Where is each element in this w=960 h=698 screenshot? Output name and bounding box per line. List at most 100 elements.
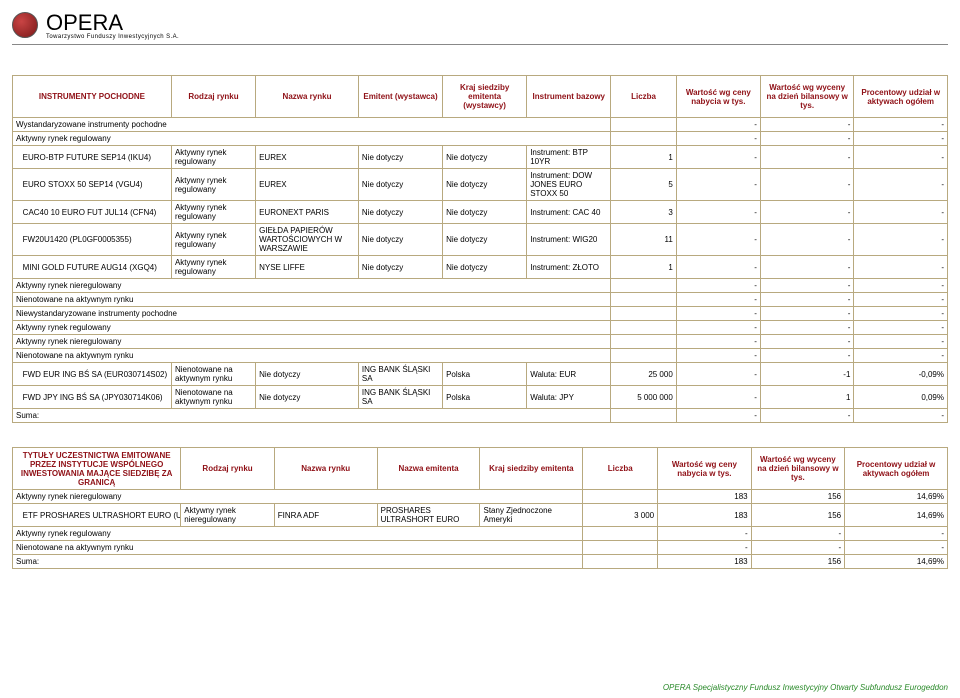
cell: 5	[611, 169, 676, 201]
column-header: Instrument bazowy	[527, 76, 611, 118]
cell: EURONEXT PARIS	[256, 201, 359, 224]
cell: Aktywny rynek regulowany	[171, 201, 255, 224]
cell: GIEŁDA PAPIERÓW WARTOŚCIOWYCH W WARSZAWI…	[256, 224, 359, 256]
cell: Instrument: CAC 40	[527, 201, 611, 224]
cell: EURO-BTP FUTURE SEP14 (IKU4)	[13, 146, 172, 169]
cell: -	[676, 321, 760, 335]
table-row: Suma:---	[13, 409, 948, 423]
cell	[611, 307, 676, 321]
cell: ING BANK ŚLĄSKI SA	[358, 363, 442, 386]
table-row: Aktywny rynek nieregulowany18315614,69%	[13, 490, 948, 504]
cell	[583, 490, 658, 504]
cell: -	[676, 279, 760, 293]
row-label: Nienotowane na aktywnym rynku	[13, 349, 611, 363]
cell: CAC40 10 EURO FUT JUL14 (CFN4)	[13, 201, 172, 224]
cell: Nie dotyczy	[358, 146, 442, 169]
table-row: ETF PROSHARES ULTRASHORT EURO (US74347W8…	[13, 504, 948, 527]
cell: Nienotowane na aktywnym rynku	[171, 363, 255, 386]
table-row: FW20U1420 (PL0GF0005355)Aktywny rynek re…	[13, 224, 948, 256]
cell: -	[854, 293, 948, 307]
cell: Aktywny rynek regulowany	[171, 224, 255, 256]
cell: -	[760, 409, 854, 423]
cell: Nie dotyczy	[358, 201, 442, 224]
instruments-table: INSTRUMENTY POCHODNERodzaj rynkuNazwa ry…	[12, 75, 948, 423]
table-row: Nienotowane na aktywnym rynku---	[13, 293, 948, 307]
cell: Aktywny rynek regulowany	[171, 256, 255, 279]
table-row: Suma:18315614,69%	[13, 555, 948, 569]
column-header: Wartość wg ceny nabycia w tys.	[676, 76, 760, 118]
cell: -	[658, 527, 752, 541]
cell	[583, 555, 658, 569]
cell	[611, 132, 676, 146]
cell: -	[854, 201, 948, 224]
cell	[611, 321, 676, 335]
cell: FINRA ADF	[274, 504, 377, 527]
logo-divider	[12, 44, 948, 45]
row-label: Aktywny rynek regulowany	[13, 527, 583, 541]
cell: -	[760, 169, 854, 201]
cell: -	[854, 409, 948, 423]
cell: 183	[658, 504, 752, 527]
cell: 1	[760, 386, 854, 409]
cell: -	[676, 132, 760, 146]
cell: -	[760, 307, 854, 321]
cell: 25 000	[611, 363, 676, 386]
cell: -	[676, 335, 760, 349]
cell	[583, 527, 658, 541]
cell: Polska	[443, 363, 527, 386]
cell: -	[854, 224, 948, 256]
row-label: Wystandaryzowane instrumenty pochodne	[13, 118, 611, 132]
cell: -	[854, 349, 948, 363]
column-header: Wartość wg wyceny na dzień bilansowy w t…	[751, 448, 845, 490]
cell: 11	[611, 224, 676, 256]
cell: 5 000 000	[611, 386, 676, 409]
column-header: Nazwa emitenta	[377, 448, 480, 490]
cell: Nienotowane na aktywnym rynku	[171, 386, 255, 409]
cell: Instrument: DOW JONES EURO STOXX 50	[527, 169, 611, 201]
cell: 14,69%	[845, 504, 948, 527]
logo-name: OPERA	[46, 10, 179, 36]
cell: MINI GOLD FUTURE AUG14 (XGQ4)	[13, 256, 172, 279]
cell: 156	[751, 504, 845, 527]
table-row: Aktywny rynek nieregulowany---	[13, 335, 948, 349]
column-header: Procentowy udział w aktywach ogółem	[854, 76, 948, 118]
column-header: Liczba	[583, 448, 658, 490]
column-header: Wartość wg wyceny na dzień bilansowy w t…	[760, 76, 854, 118]
cell: 0,09%	[854, 386, 948, 409]
cell: -	[854, 307, 948, 321]
cell: 3	[611, 201, 676, 224]
cell: NYSE LIFFE	[256, 256, 359, 279]
cell: -	[760, 132, 854, 146]
cell	[583, 541, 658, 555]
row-label: Suma:	[13, 409, 611, 423]
cell: -	[760, 201, 854, 224]
cell: -	[676, 146, 760, 169]
cell: -	[751, 527, 845, 541]
cell	[611, 118, 676, 132]
cell	[611, 349, 676, 363]
cell: EUREX	[256, 146, 359, 169]
cell: Nie dotyczy	[443, 256, 527, 279]
cell: -	[676, 118, 760, 132]
cell: -1	[760, 363, 854, 386]
cell: Waluta: EUR	[527, 363, 611, 386]
table-row: Nienotowane na aktywnym rynku---	[13, 541, 948, 555]
table-row: Nienotowane na aktywnym rynku---	[13, 349, 948, 363]
cell: -	[845, 527, 948, 541]
table-row: Aktywny rynek regulowany---	[13, 527, 948, 541]
cell: Nie dotyczy	[358, 256, 442, 279]
cell: Nie dotyczy	[358, 224, 442, 256]
column-header: Kraj siedziby emitenta	[480, 448, 583, 490]
cell: 183	[658, 490, 752, 504]
cell: Instrument: ZŁOTO	[527, 256, 611, 279]
cell: -	[854, 279, 948, 293]
logo-icon	[12, 12, 38, 38]
table-row: FWD JPY ING BŚ SA (JPY030714K06)Nienotow…	[13, 386, 948, 409]
cell: -	[760, 335, 854, 349]
cell: Nie dotyczy	[443, 146, 527, 169]
column-header: TYTUŁY UCZESTNICTWA EMITOWANE PRZEZ INST…	[13, 448, 181, 490]
column-header: Procentowy udział w aktywach ogółem	[845, 448, 948, 490]
column-header: Kraj siedziby emitenta (wystawcy)	[443, 76, 527, 118]
footer-text: OPERA Specjalistyczny Fundusz Inwestycyj…	[663, 683, 948, 692]
cell: 14,69%	[845, 555, 948, 569]
